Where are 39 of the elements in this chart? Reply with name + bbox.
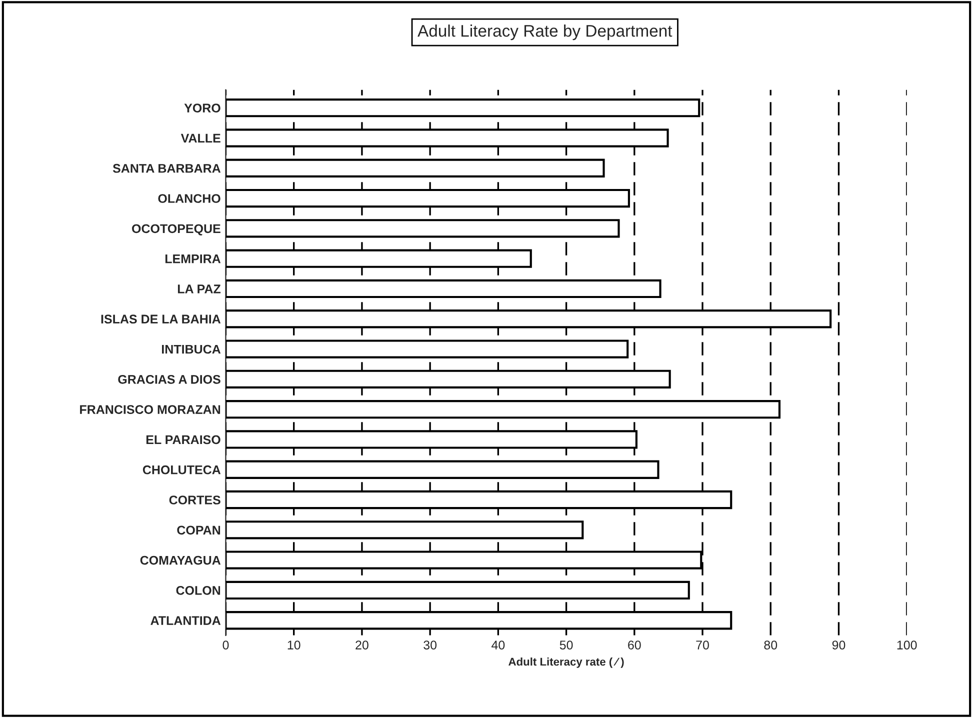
x-tick-label: 10 [288,640,300,650]
x-tick-label: 60 [628,640,641,650]
y-tick-label: OCOTOPEQUE [132,224,220,236]
bar [226,158,605,178]
x-tick-label: 50 [560,640,573,650]
x-tick-label: 70 [696,640,709,650]
y-tick-label: CORTES [169,496,220,504]
x-tick-label: 0 [222,640,229,650]
bar [226,460,660,479]
y-tick-label: SANTA BARBARA [112,164,221,173]
y-tick-label: GRACIAS A DIOS [118,374,220,384]
y-tick-label: COMAYAGUA [140,556,221,565]
bar [226,580,690,600]
bar [226,340,629,358]
x-tick-label: 100 [897,640,917,650]
y-tick-label: CHOLUTECA [142,465,221,474]
y-tick-label: ISLAS DE LA BAHIA [101,314,221,324]
y-tick-label: COLON [176,586,220,595]
y-tick-label: LA PAZ [178,284,221,294]
y-tick-label: YORO [184,104,220,112]
y-tick-label: LEMPIRA [165,254,221,264]
bar [226,520,584,540]
y-tick-label: FRANCISCO MORAZAN [80,405,220,414]
x-axis-title: Adult Literacy rate ( ⁄ ) [508,658,624,668]
y-tick-label: EL PARAISO [146,435,220,444]
y-tick-label: OLANCHO [158,194,220,203]
x-tick-label: 90 [832,640,846,650]
x-tick-label: 20 [356,640,368,650]
x-tick-label: 30 [424,640,437,650]
x-tick-label: 40 [492,640,505,650]
x-tick-label: 80 [764,640,778,650]
y-tick-label: COPAN [177,526,220,535]
chart-title: Adult Literacy Rate by Department [418,24,672,40]
y-tick-label: ATLANTIDA [150,616,221,625]
bar [226,279,662,298]
bar [226,400,781,419]
y-tick-label: VALLE [180,134,220,143]
y-tick-label: INTIBUCA [162,344,221,354]
bar [226,219,620,238]
